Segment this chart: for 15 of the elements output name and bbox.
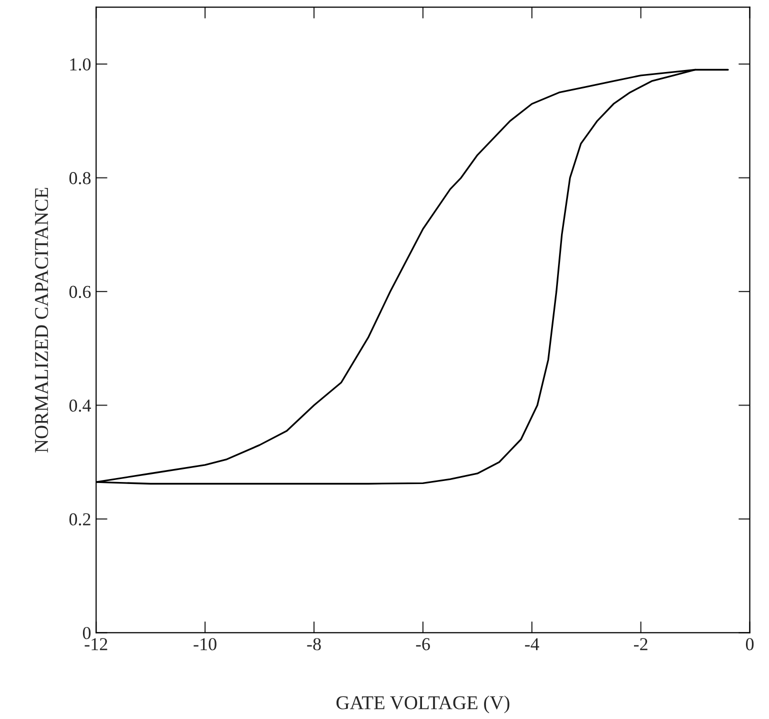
y-tick-label: 0.8	[69, 172, 91, 184]
x-tick-label: -6	[416, 638, 430, 650]
x-tick-label: -8	[307, 638, 321, 650]
x-tick-label: -10	[194, 638, 216, 650]
x-axis-title: GATE VOLTAGE (V)	[336, 696, 510, 714]
x-tick-label: -2	[634, 638, 648, 650]
y-tick-label: 0.2	[69, 513, 90, 526]
y-tick-label: 0	[82, 626, 91, 640]
y-axis-title: NORMALIZED CAPACITANCE	[35, 188, 48, 452]
x-tick-label: 0	[746, 638, 754, 650]
y-tick-label: 0.4	[69, 400, 91, 412]
y-tick-label: 0.6	[69, 286, 91, 298]
x-tick-label: -4	[525, 638, 540, 650]
x-tick-label: -12	[84, 638, 108, 650]
y-tick-label: 1.0	[70, 58, 91, 71]
